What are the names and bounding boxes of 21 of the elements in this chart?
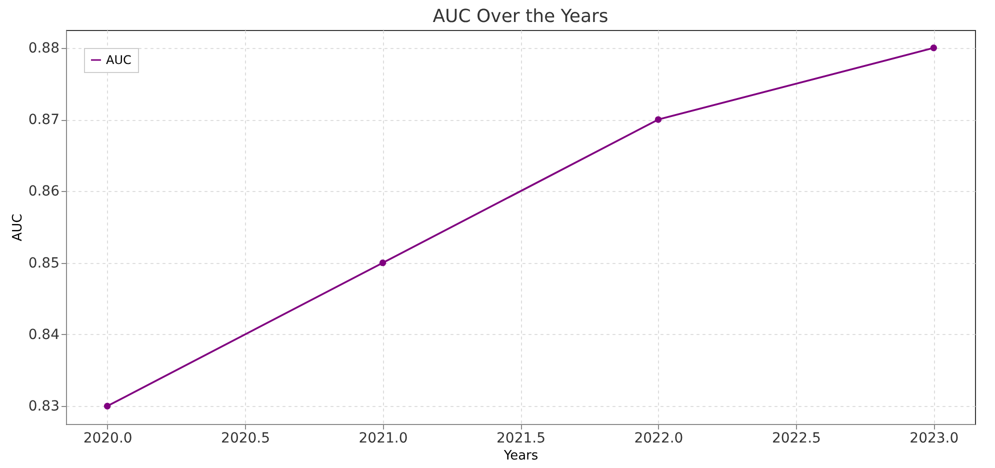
y-tick-label: 0.88 xyxy=(28,40,60,56)
legend-label: AUC xyxy=(106,53,132,67)
x-tick-label: 2021.0 xyxy=(358,430,408,446)
x-tick-label: 2022.5 xyxy=(772,430,821,446)
x-tick-label: 2020.5 xyxy=(221,430,270,446)
x-tick-label: 2022.0 xyxy=(634,430,684,446)
x-tick-label: 2021.5 xyxy=(496,430,546,446)
point xyxy=(379,259,386,266)
y-axis-title: AUC xyxy=(10,214,26,242)
y-tick-label: 0.84 xyxy=(28,326,60,343)
x-axis-title: Years xyxy=(502,448,538,464)
point xyxy=(930,44,938,52)
point xyxy=(654,116,662,123)
point xyxy=(104,402,111,410)
x-tick-label: 2023.0 xyxy=(910,430,959,446)
x-tick-label: 2020.0 xyxy=(83,430,132,446)
y-tick-label: 0.83 xyxy=(28,398,60,415)
y-tick-label: 0.85 xyxy=(28,255,60,272)
y-tick-label: 0.86 xyxy=(28,184,60,200)
y-tick-label: 0.87 xyxy=(28,112,60,128)
chart-title: AUC Over the Years xyxy=(432,6,608,27)
